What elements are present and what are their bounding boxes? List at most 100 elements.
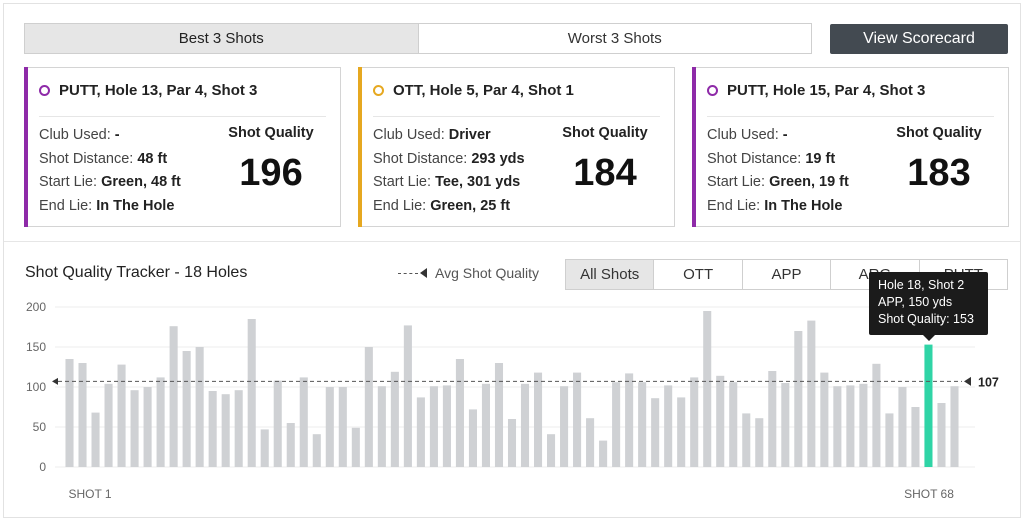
dashed-line-icon	[398, 272, 418, 274]
bar[interactable]	[547, 434, 556, 467]
bar[interactable]	[794, 331, 803, 467]
bar[interactable]	[507, 419, 517, 467]
bar[interactable]	[416, 397, 425, 467]
bar[interactable]	[494, 363, 504, 467]
card-header: PUTT, Hole 13, Par 4, Shot 3	[39, 82, 257, 99]
avg-value-label: 107	[978, 375, 999, 389]
bar[interactable]	[468, 409, 477, 467]
bar[interactable]	[247, 319, 256, 467]
end-lie-value: In The Hole	[96, 197, 175, 214]
bar[interactable]	[755, 418, 764, 467]
bar[interactable]	[299, 377, 308, 467]
bar[interactable]	[820, 372, 829, 467]
bar[interactable]	[872, 363, 881, 467]
tab-app[interactable]: APP	[741, 260, 831, 289]
bar[interactable]	[429, 386, 438, 467]
club-value: Driver	[448, 127, 491, 143]
bar[interactable]	[312, 434, 321, 467]
bar[interactable]	[390, 371, 399, 467]
tab-ott[interactable]: OTT	[653, 260, 742, 289]
bar[interactable]	[677, 397, 686, 467]
bar[interactable]	[742, 413, 751, 467]
view-scorecard-button[interactable]: View Scorecard	[830, 24, 1008, 54]
card-accent-bar	[692, 67, 696, 227]
y-tick-label: 0	[39, 460, 46, 474]
highlighted-bar[interactable]	[924, 344, 933, 467]
bar[interactable]	[846, 385, 855, 467]
bar[interactable]	[273, 380, 282, 467]
y-tick-label: 100	[26, 380, 46, 394]
bar[interactable]	[117, 364, 126, 467]
bar[interactable]	[338, 387, 347, 467]
bar[interactable]	[898, 387, 907, 467]
bar[interactable]	[833, 386, 842, 467]
bar[interactable]	[716, 375, 725, 467]
bar[interactable]	[208, 391, 217, 467]
start-lie-label: Start Lie:	[373, 174, 432, 190]
bar[interactable]	[104, 383, 113, 467]
bar-tooltip: Hole 18, Shot 2 APP, 150 yds Shot Qualit…	[869, 272, 988, 341]
best-shots-tab[interactable]: Best 3 Shots	[25, 24, 418, 53]
bar[interactable]	[664, 385, 673, 467]
bar[interactable]	[286, 423, 295, 467]
bar[interactable]	[91, 412, 100, 467]
bar[interactable]	[260, 429, 269, 467]
bar[interactable]	[481, 383, 491, 467]
bar[interactable]	[729, 382, 738, 467]
bar[interactable]	[573, 372, 582, 467]
bar[interactable]	[625, 373, 634, 467]
bar[interactable]	[377, 386, 386, 467]
bar[interactable]	[690, 377, 699, 467]
card-header: PUTT, Hole 15, Par 4, Shot 3	[707, 82, 925, 99]
bar[interactable]	[612, 382, 621, 467]
end-lie-row: End Lie: Green, 25 ft	[373, 195, 525, 219]
bar[interactable]	[651, 398, 660, 467]
distance-value: 293 yds	[471, 150, 525, 167]
bar[interactable]	[533, 372, 543, 467]
tooltip-line-1: Hole 18, Shot 2	[878, 278, 965, 292]
distance-value: 48 ft	[137, 150, 168, 167]
bar[interactable]	[781, 383, 790, 467]
bar[interactable]	[195, 347, 204, 467]
bar[interactable]	[807, 320, 816, 467]
shot-quality-value: 196	[239, 152, 303, 194]
worst-shots-tab[interactable]: Worst 3 Shots	[417, 24, 811, 53]
bar[interactable]	[911, 407, 920, 467]
bar[interactable]	[351, 427, 360, 467]
bar[interactable]	[325, 387, 334, 467]
club-label: Club Used:	[373, 127, 445, 143]
tab-all-shots[interactable]: All Shots	[566, 260, 654, 289]
section-divider	[4, 241, 1020, 242]
avg-legend: Avg Shot Quality	[398, 265, 539, 281]
bar[interactable]	[169, 326, 178, 467]
bar[interactable]	[768, 371, 777, 467]
bar[interactable]	[234, 390, 243, 467]
bar[interactable]	[950, 386, 959, 467]
end-lie-row: End Lie: In The Hole	[39, 195, 181, 219]
card-header: OTT, Hole 5, Par 4, Shot 1	[373, 82, 574, 99]
bar[interactable]	[156, 377, 165, 467]
bar[interactable]	[586, 418, 595, 467]
shot-card-3: PUTT, Hole 15, Par 4, Shot 3 Club Used: …	[692, 67, 1009, 227]
bar[interactable]	[937, 403, 946, 467]
bar[interactable]	[65, 359, 74, 467]
bar[interactable]	[182, 351, 191, 467]
card-title: OTT, Hole 5, Par 4, Shot 1	[393, 82, 574, 99]
bar[interactable]	[859, 383, 868, 467]
bar[interactable]	[703, 311, 712, 467]
bar[interactable]	[560, 386, 569, 467]
bar[interactable]	[638, 382, 647, 467]
bar[interactable]	[78, 363, 87, 467]
bar[interactable]	[599, 440, 608, 467]
card-divider	[707, 116, 994, 117]
shot-type-circle-icon	[39, 85, 50, 96]
bar[interactable]	[520, 383, 530, 467]
bar[interactable]	[221, 394, 230, 467]
bar[interactable]	[364, 347, 373, 467]
bar[interactable]	[885, 413, 894, 467]
bar[interactable]	[403, 325, 412, 467]
bar[interactable]	[455, 359, 464, 467]
bar[interactable]	[143, 387, 152, 467]
bar[interactable]	[442, 385, 451, 467]
bar[interactable]	[130, 390, 139, 467]
